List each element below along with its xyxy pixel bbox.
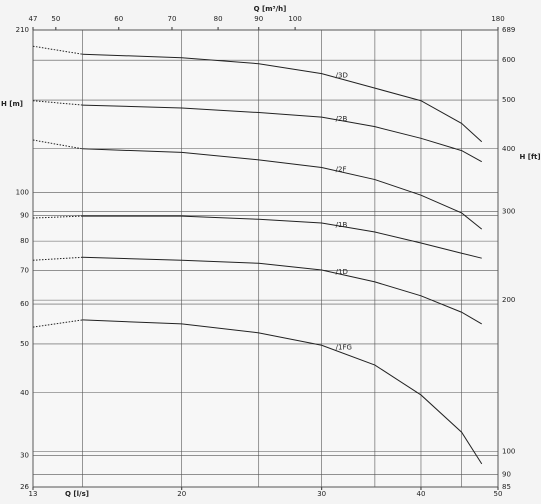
y2-tick-label: 400 xyxy=(502,145,515,153)
y-tick-label: 26 xyxy=(20,483,29,491)
x2-tick-label: 47 xyxy=(29,15,38,23)
curve xyxy=(82,215,482,259)
x2-axis-label: Q [m³/h] xyxy=(254,5,287,13)
y-tick-label: 50 xyxy=(20,340,29,348)
curve-extrapolated xyxy=(32,45,83,55)
x2-tick-label: 60 xyxy=(114,15,123,23)
x2-tick-label: 70 xyxy=(168,15,177,23)
x2-tick-label: 100 xyxy=(288,15,301,23)
x2-tick-label: 180 xyxy=(491,15,504,23)
y2-tick-label: 500 xyxy=(502,96,515,104)
y2-tick-label: 100 xyxy=(502,448,515,456)
y-tick-label: 90 xyxy=(20,211,29,219)
curve xyxy=(82,256,482,325)
y-tick-label: 40 xyxy=(20,389,29,397)
curve-label: /2F xyxy=(336,166,347,174)
plot-frame xyxy=(32,29,499,488)
curve-label: /2B xyxy=(336,115,348,123)
curve xyxy=(82,319,483,465)
curve-extrapolated xyxy=(32,215,83,219)
y-tick-label: 60 xyxy=(20,300,29,308)
y2-tick-label: 200 xyxy=(502,296,515,304)
curve-extrapolated xyxy=(32,100,83,106)
curve-label: /3D xyxy=(336,72,348,80)
x-tick-label: 40 xyxy=(417,490,426,498)
y2-tick-label: 689 xyxy=(502,26,515,34)
x-tick-label: 13 xyxy=(29,490,38,498)
curve-label: /1FG xyxy=(336,343,352,351)
curve xyxy=(82,53,483,143)
x-tick-label: 20 xyxy=(177,490,186,498)
y-tick-label: 80 xyxy=(20,237,29,245)
curve-label: /1B xyxy=(336,221,348,229)
y-axis-label: H [m] xyxy=(1,100,23,108)
x2-tick-label: 80 xyxy=(214,15,223,23)
y-tick-label: 30 xyxy=(20,452,29,460)
y2-axis-label: H [ft] xyxy=(519,153,540,161)
x2-tick-label: 50 xyxy=(51,15,60,23)
y-tick-label: 210 xyxy=(16,26,29,34)
y2-tick-label: 300 xyxy=(502,208,515,216)
curve-label: /1D xyxy=(336,268,348,276)
curve-extrapolated xyxy=(32,139,83,150)
y2-tick-label: 90 xyxy=(502,471,511,479)
x-tick-label: 30 xyxy=(317,490,326,498)
y-tick-label: 70 xyxy=(20,266,29,274)
y2-tick-label: 85 xyxy=(502,483,511,491)
curve xyxy=(82,104,482,163)
y2-tick-label: 600 xyxy=(502,56,515,64)
curve xyxy=(82,148,483,230)
y-tick-label: 100 xyxy=(16,188,29,196)
x-axis-label: Q [l/s] xyxy=(65,490,89,498)
curve-extrapolated xyxy=(32,319,83,328)
x2-tick-label: 90 xyxy=(254,15,263,23)
x-tick-label: 50 xyxy=(494,490,503,498)
curve-extrapolated xyxy=(32,256,83,261)
